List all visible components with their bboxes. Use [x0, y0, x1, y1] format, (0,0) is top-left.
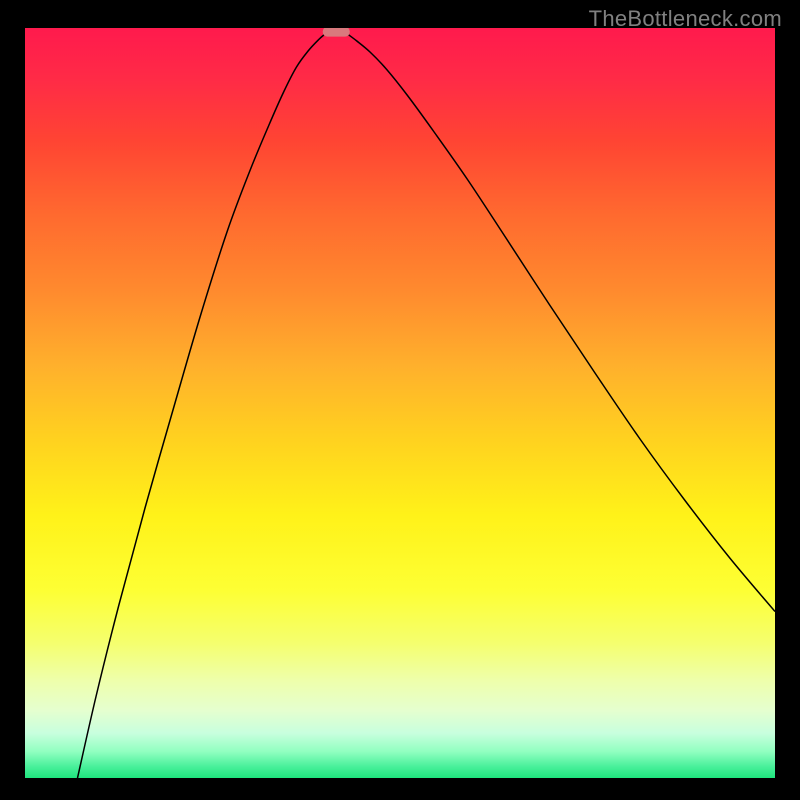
bottleneck-chart: [25, 28, 775, 778]
plot-background: [25, 28, 775, 778]
optimal-marker: [323, 28, 350, 37]
watermark-text: TheBottleneck.com: [589, 6, 782, 32]
